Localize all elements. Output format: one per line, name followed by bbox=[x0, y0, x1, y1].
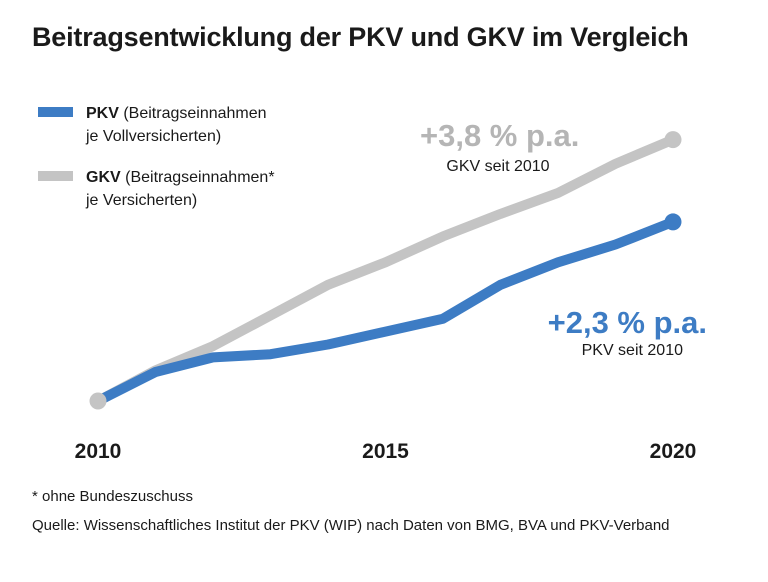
series-line-gkv bbox=[93, 134, 678, 406]
legend-label-bold-pkv: PKV bbox=[86, 105, 123, 122]
annotation-growth-pkv: +2,3 % p.a. bbox=[548, 305, 707, 340]
series-line-pkv bbox=[93, 216, 678, 406]
legend-label-pkv: PKV (Beitragseinnahmen bbox=[86, 105, 267, 122]
legend-label-bold-gkv: GKV bbox=[86, 169, 125, 186]
x-tick-label-2015: 2015 bbox=[362, 440, 409, 463]
footnote-asterisk: * ohne Bundeszuschuss bbox=[32, 488, 193, 505]
series-end-point-gkv bbox=[664, 131, 682, 149]
annotation-sub-pkv: PKV seit 2010 bbox=[582, 342, 684, 359]
legend-label-line2-pkv: je Vollversicherten) bbox=[85, 128, 221, 145]
series-end-point-pkv bbox=[664, 213, 682, 231]
series-start-point bbox=[89, 392, 107, 410]
legend-label-rest-pkv: (Beitragseinnahmen bbox=[123, 105, 266, 122]
x-tick-label-2020: 2020 bbox=[650, 440, 697, 463]
annotation-growth-gkv: +3,8 % p.a. bbox=[420, 118, 579, 153]
line-chart: 2010 2015 2020 PKV (Beitragseinnahmen je Vol… bbox=[38, 105, 707, 463]
legend-label-rest-gkv: (Beitragseinnahmen* bbox=[125, 169, 274, 186]
annotation-sub-gkv: GKV seit 2010 bbox=[446, 158, 549, 175]
x-tick-label-2010: 2010 bbox=[75, 440, 122, 463]
legend-label-gkv: GKV (Beitragseinnahmen* bbox=[86, 169, 275, 186]
legend-label-line2-gkv: je Versicherten) bbox=[85, 192, 197, 209]
chart-title: Beitragsentwicklung der PKV und GKV im V… bbox=[32, 22, 689, 52]
footnote-source: Quelle: Wissenschaftliches Institut der … bbox=[32, 517, 670, 534]
